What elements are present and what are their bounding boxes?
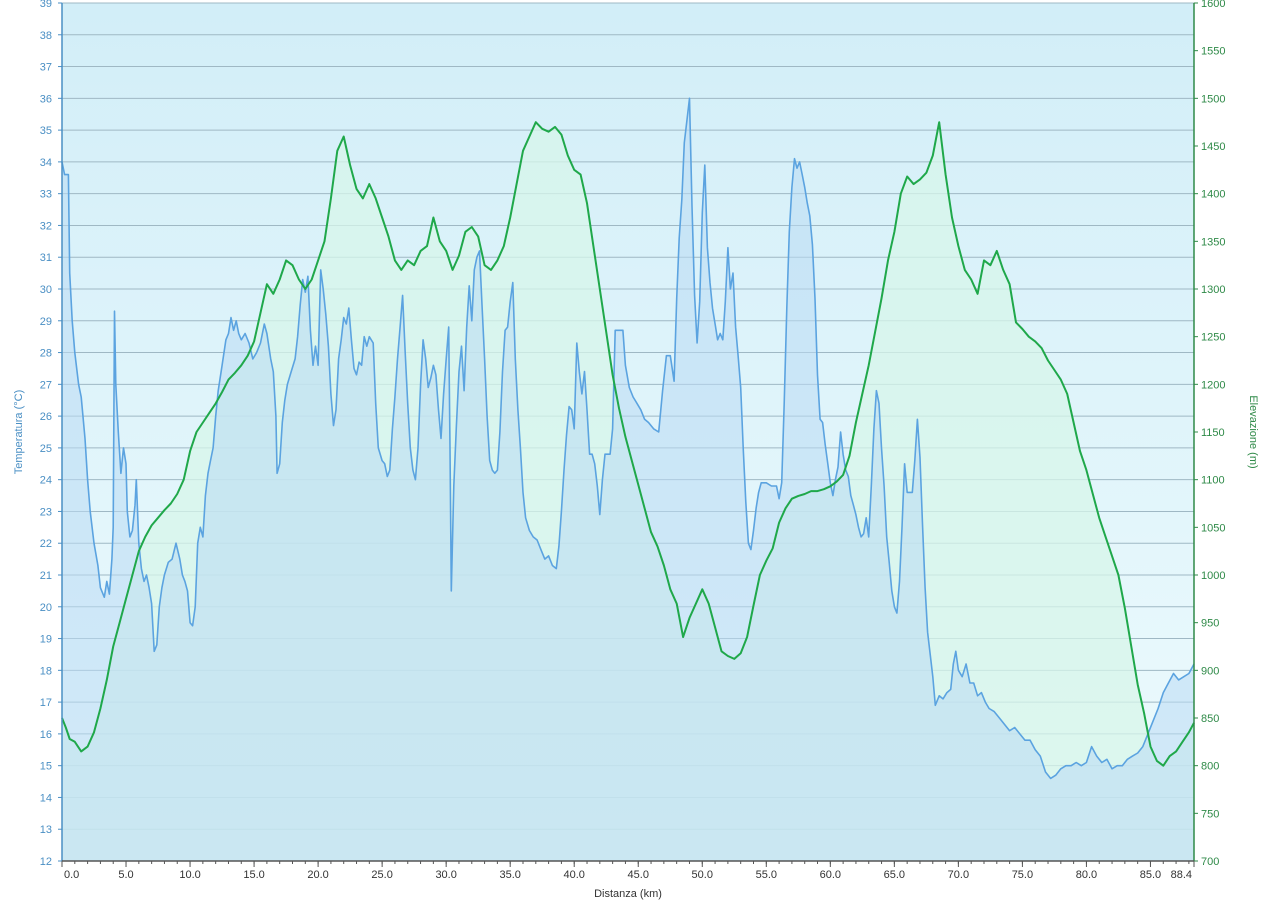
left-tick-label: 23 [40,506,52,518]
left-tick-label: 26 [40,411,52,423]
x-tick-label: 40.0 [564,869,585,881]
x-tick-label: 20.0 [307,869,328,881]
left-tick-label: 32 [40,220,52,232]
right-tick-label: 1500 [1201,93,1225,105]
right-tick-label: 750 [1201,808,1219,820]
left-tick-label: 37 [40,62,52,74]
x-tick-label: 30.0 [435,869,456,881]
left-tick-label: 24 [40,475,52,487]
left-tick-label: 35 [40,125,52,137]
right-tick-label: 700 [1201,856,1219,868]
x-tick-label: 25.0 [371,869,392,881]
left-tick-label: 39 [40,0,52,10]
left-axis-ticks: 12 13 14 15 16 17 18 19 20 21 22 23 24 25 26 27 28 29 30 31… [40,0,62,868]
left-tick-label: 20 [40,602,52,614]
left-tick-label: 29 [40,316,52,328]
left-tick-label: 15 [40,761,52,773]
left-tick-label: 38 [40,30,52,42]
right-tick-label: 1150 [1201,427,1225,439]
left-tick-label: 21 [40,570,52,582]
x-tick-label: 88.4 [1171,869,1192,881]
x-tick-label: 75.0 [1012,869,1033,881]
x-axis-ticks: 0.0 5.0 10.0 15.0 20.0 25.0 30.0 35.0 40.0 45.0 50… [61,861,1195,881]
x-tick-label: 35.0 [499,869,520,881]
right-tick-label: 1550 [1201,46,1225,58]
left-tick-label: 33 [40,189,52,201]
right-tick-label: 1000 [1201,570,1225,582]
left-tick-label: 25 [40,443,52,455]
right-tick-label: 900 [1201,665,1219,677]
elevation-series-line [61,121,1195,767]
x-tick-label: 80.0 [1076,869,1097,881]
left-tick-label: 31 [40,252,52,264]
left-tick-label: 22 [40,538,52,550]
right-tick-label: 1350 [1201,236,1225,248]
right-tick-label: 800 [1201,761,1219,773]
left-tick-label: 13 [40,824,52,836]
x-tick-label: 0.0 [64,869,79,881]
x-tick-label: 65.0 [884,869,905,881]
right-tick-label: 1050 [1201,522,1225,534]
right-tick-label: 1300 [1201,284,1225,296]
right-tick-label: 1400 [1201,189,1225,201]
left-tick-label: 14 [40,792,52,804]
left-tick-label: 30 [40,284,52,296]
left-tick-label: 34 [40,157,52,169]
right-tick-label: 1450 [1201,141,1225,153]
left-tick-label: 16 [40,729,52,741]
right-axis-title: Elevazione (m) [1247,395,1259,468]
left-tick-label: 19 [40,634,52,646]
right-tick-label: 850 [1201,713,1219,725]
x-tick-label: 15.0 [243,869,264,881]
temperature-area [62,98,1194,862]
x-tick-label: 5.0 [118,869,133,881]
right-tick-label: 1100 [1201,475,1225,487]
x-tick-label: 60.0 [820,869,841,881]
x-tick-label: 50.0 [692,869,713,881]
x-tick-label: 70.0 [948,869,969,881]
left-tick-label: 36 [40,93,52,105]
right-tick-label: 1200 [1201,379,1225,391]
left-tick-label: 27 [40,379,52,391]
left-tick-label: 17 [40,697,52,709]
right-tick-label: 1250 [1201,332,1225,344]
x-tick-label: 85.0 [1140,869,1161,881]
right-axis-ticks: 700 750 800 850 900 950 1000 1050 1100 1150 1200 12… [1194,0,1225,868]
left-tick-label: 28 [40,348,52,360]
left-axis-title: Temperatura (°C) [13,390,25,474]
right-tick-label: 950 [1201,618,1219,630]
x-tick-label: 55.0 [756,869,777,881]
left-tick-label: 12 [40,856,52,868]
x-tick-label: 10.0 [179,869,200,881]
x-axis-title: Distanza (km) [594,888,662,900]
temperature-series-line [61,97,1195,780]
x-tick-label: 45.0 [628,869,649,881]
left-tick-label: 18 [40,665,52,677]
right-tick-label: 1600 [1201,0,1225,10]
